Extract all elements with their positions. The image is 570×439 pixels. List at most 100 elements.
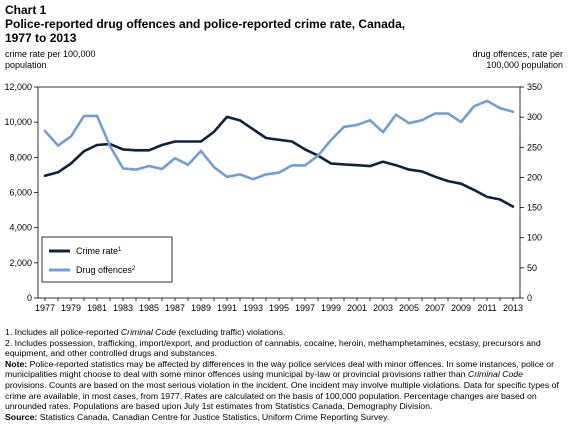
legend-sup-crime-rate: 1: [118, 247, 122, 253]
footnote-1-text-b: (excluding traffic) violations.: [175, 327, 286, 337]
data-point-crime-rate: [473, 188, 475, 191]
x-tick-label: 2011: [477, 303, 496, 313]
legend-sup-drug-offences: 2: [132, 266, 136, 272]
x-tick-label: 2013: [503, 303, 523, 313]
left-tick-label: 12,000: [4, 82, 32, 92]
legend-label-drug-offences: Drug offences: [76, 265, 132, 275]
x-tick-label: 1977: [35, 303, 55, 313]
x-tick-label: 2005: [399, 303, 419, 313]
data-point-crime-rate: [265, 137, 267, 139]
data-point-crime-rate: [499, 198, 501, 201]
data-point-crime-rate: [96, 144, 98, 146]
left-tick-label: 8,000: [9, 152, 32, 162]
data-point-crime-rate: [356, 164, 358, 167]
right-axis: 0 50 100 150 200 250 300 350: [520, 82, 542, 303]
data-point-drug-offences: [239, 173, 241, 176]
x-tick-label: 2009: [451, 303, 471, 313]
data-point-drug-offences: [486, 99, 488, 102]
right-tick-label: 150: [527, 203, 542, 213]
data-point-drug-offences: [499, 107, 501, 109]
data-point-crime-rate: [148, 149, 150, 152]
x-tick-label: 1985: [139, 303, 159, 313]
data-point-crime-rate: [304, 148, 306, 151]
right-tick-label: 200: [527, 172, 542, 182]
source-label: Source:: [5, 411, 38, 422]
data-point-crime-rate: [291, 140, 293, 143]
data-point-crime-rate: [200, 140, 202, 143]
data-point-drug-offences: [148, 165, 150, 167]
data-point-drug-offences: [356, 124, 358, 126]
right-tick-label: 100: [527, 233, 542, 243]
data-point-crime-rate: [382, 160, 384, 163]
data-point-crime-rate: [421, 170, 423, 173]
legend: Crime rate1 Drug offences2: [41, 236, 173, 283]
x-tick-label: 1983: [113, 303, 133, 313]
data-point-crime-rate: [395, 164, 397, 167]
data-point-drug-offences: [421, 119, 423, 122]
chart-number: Chart 1: [5, 3, 47, 17]
data-point-drug-offences: [382, 131, 384, 134]
data-point-drug-offences: [265, 173, 267, 176]
left-tick-label: 2,000: [9, 258, 32, 268]
data-point-crime-rate: [486, 195, 488, 198]
data-point-crime-rate: [447, 180, 449, 182]
data-point-drug-offences: [70, 135, 72, 138]
right-axis-label-line2: 100,000 population: [486, 60, 563, 70]
data-point-drug-offences: [109, 145, 111, 147]
x-tick-label: 1987: [165, 303, 185, 313]
data-point-crime-rate: [226, 115, 228, 118]
source-line: Source: Statistics Canada, Canadian Cent…: [5, 412, 565, 423]
right-axis-label-line1: drug offences, rate per: [473, 49, 563, 59]
data-point-crime-rate: [44, 174, 46, 177]
data-point-drug-offences: [473, 105, 475, 108]
x-tick-label: 2001: [347, 303, 367, 313]
left-axis-label-line1: crime rate per 100,000: [5, 49, 96, 59]
left-tick-label: 10,000: [4, 117, 32, 127]
x-tick-label: 1999: [321, 303, 341, 313]
data-point-drug-offences: [57, 144, 59, 147]
data-point-drug-offences: [434, 112, 436, 115]
data-point-crime-rate: [174, 140, 176, 143]
left-tick-label: 0: [27, 293, 32, 303]
data-point-crime-rate: [161, 144, 163, 146]
x-tick-label: 1991: [217, 303, 237, 313]
data-point-drug-offences: [512, 110, 514, 113]
data-point-drug-offences: [304, 164, 306, 167]
data-point-crime-rate: [187, 140, 189, 143]
source-text: Statistics Canada, Canadian Centre for J…: [37, 411, 390, 422]
data-point-drug-offences: [226, 175, 228, 178]
data-point-drug-offences: [44, 130, 46, 132]
data-point-crime-rate: [460, 182, 462, 185]
data-point-crime-rate: [239, 119, 241, 122]
data-point-drug-offences: [343, 125, 345, 128]
data-point-crime-rate: [408, 168, 410, 171]
series-line-crime-rate: [43, 115, 515, 208]
data-point-crime-rate: [369, 165, 371, 168]
footnote-1-italic: Criminal Code: [120, 327, 176, 337]
chart-heading: Chart 1 Police-reported drug offences an…: [5, 3, 565, 45]
data-point-drug-offences: [395, 113, 397, 116]
right-tick-label: 300: [527, 112, 542, 122]
legend-label-crime-rate: Crime rate: [76, 246, 118, 256]
legend-entry-drug-offences: Drug offences2: [76, 265, 136, 275]
legend-entry-crime-rate: Crime rate1: [76, 246, 122, 256]
x-tick-label: 2007: [425, 303, 445, 313]
note-label: Note:: [5, 358, 28, 369]
data-point-crime-rate: [512, 205, 514, 208]
note-paragraph: Note: Police-reported statistics may be …: [5, 359, 565, 412]
data-point-crime-rate: [434, 175, 436, 178]
data-point-drug-offences: [317, 154, 319, 157]
data-point-drug-offences: [187, 163, 189, 166]
data-point-crime-rate: [343, 163, 345, 166]
data-point-crime-rate: [83, 150, 85, 153]
x-tick-label: 1993: [243, 303, 263, 313]
x-tick-label: 1997: [295, 303, 315, 313]
footnote-2: 2. Includes possession, trafficking, imp…: [5, 337, 541, 359]
data-point-crime-rate: [135, 149, 137, 152]
data-point-drug-offences: [200, 150, 202, 152]
legend-box: [41, 236, 173, 283]
data-point-drug-offences: [369, 119, 371, 122]
x-tick-label: 1995: [269, 303, 289, 313]
right-tick-label: 250: [527, 142, 542, 152]
footnote-1: 1. Includes all police-reported Criminal…: [5, 327, 565, 338]
